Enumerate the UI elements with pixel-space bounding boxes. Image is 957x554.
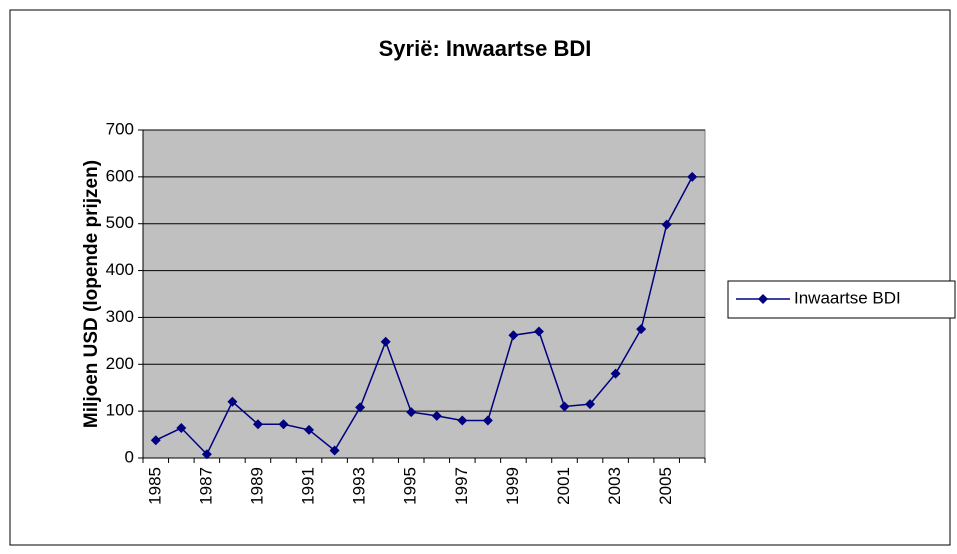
data-point [355,402,366,413]
data-point [176,423,187,434]
y-tick-label: 400 [106,260,134,279]
y-tick-label: 100 [106,401,134,420]
data-point [252,419,263,430]
data-point [508,330,519,341]
data-point [661,219,672,230]
x-tick-label: 1991 [299,467,318,505]
x-tick-label: 2005 [656,467,675,505]
series-line [155,176,693,456]
data-point [304,424,315,435]
data-point [431,410,442,421]
y-tick-label: 500 [106,213,134,232]
x-tick-label: 2001 [554,467,573,505]
y-tick-label: 300 [106,307,134,326]
data-point [406,407,417,418]
x-tick-label: 1999 [503,467,522,505]
data-point [201,449,212,460]
x-tick-label: 1985 [145,467,164,505]
data-point [278,419,289,430]
data-point [585,399,596,410]
x-tick-label: 1993 [350,467,369,505]
x-tick-label: 1997 [452,467,471,505]
legend-label: Inwaartse BDI [794,288,901,307]
data-point [457,415,468,426]
y-tick-label: 0 [125,447,134,466]
data-point [227,396,238,407]
data-point [636,324,647,335]
y-axis-title: Miljoen USD (lopende prijzen) [81,160,102,428]
data-point [380,336,391,347]
y-tick-label: 600 [106,166,134,185]
x-tick-label: 1987 [196,467,215,505]
y-tick-label: 200 [106,354,134,373]
x-tick-label: 1989 [247,467,266,505]
y-tick-label: 700 [106,119,134,138]
chart-title: Syrië: Inwaartse BDI [379,36,592,61]
legend-marker [758,294,768,304]
data-point [150,435,161,446]
plot-area [142,129,706,459]
x-tick-label: 1995 [401,467,420,505]
data-point [329,445,340,456]
data-point [533,326,544,337]
data-point [610,368,621,379]
x-tick-label: 2003 [605,467,624,505]
data-point [687,171,698,182]
data-point [559,401,570,412]
data-point [482,415,493,426]
